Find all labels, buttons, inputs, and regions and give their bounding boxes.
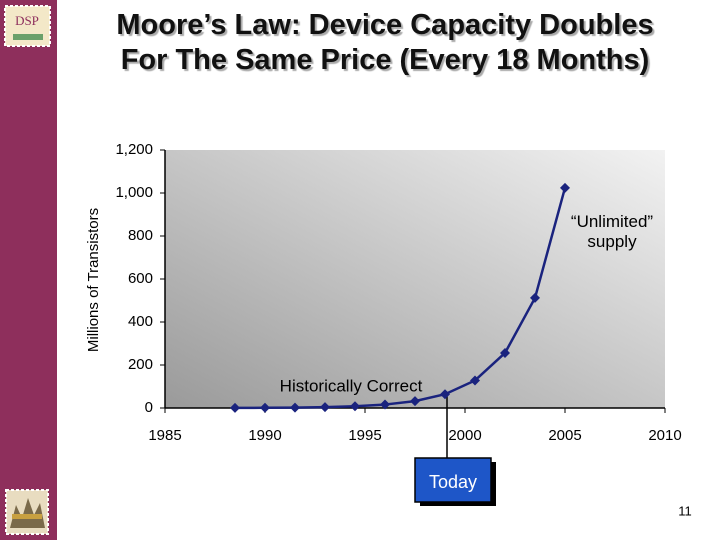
- data-point: [290, 402, 300, 413]
- page-number: 11: [678, 503, 692, 518]
- y-tick-label: 200: [128, 356, 153, 373]
- x-tick-label: 1985: [148, 427, 181, 444]
- data-point: [440, 389, 450, 400]
- x-tick-label: 2005: [548, 427, 581, 444]
- plot-area: [165, 150, 665, 408]
- x-tick-label: 2010: [648, 427, 681, 444]
- x-tick-label: 1990: [248, 427, 281, 444]
- logo-bottom: [5, 489, 49, 535]
- y-tick-label: 1,000: [115, 184, 153, 201]
- today-label: Today: [429, 472, 477, 492]
- series-line: [234, 187, 567, 410]
- annotation: “Unlimited” supply: [570, 212, 654, 251]
- data-point: [530, 292, 540, 303]
- slide-title: Moore’s Law: Device Capacity Doubles For…: [116, 9, 654, 76]
- data-point: [410, 396, 420, 407]
- y-tick-label: 1,200: [115, 141, 153, 158]
- x-tick-label: 2000: [448, 427, 481, 444]
- data-point: [500, 347, 510, 358]
- data-point: [380, 399, 390, 410]
- logo-text: DSP: [15, 13, 39, 28]
- data-point: [470, 375, 480, 386]
- y-axis-title: Millions of Transistors: [85, 208, 102, 352]
- data-point: [320, 402, 330, 413]
- y-tick-label: 800: [128, 227, 153, 244]
- x-tick-label: 1995: [348, 427, 381, 444]
- data-point: [350, 401, 360, 412]
- logo-top: DSP: [4, 5, 51, 47]
- data-point: [260, 402, 270, 413]
- y-tick-label: 0: [145, 399, 153, 416]
- y-tick-label: 600: [128, 270, 153, 287]
- sidebar: [0, 0, 57, 540]
- data-point: [560, 182, 570, 193]
- y-tick-label: 400: [128, 313, 153, 330]
- today-box: [414, 457, 492, 503]
- annotation: Historically Correct: [280, 376, 423, 395]
- data-point: [230, 402, 240, 413]
